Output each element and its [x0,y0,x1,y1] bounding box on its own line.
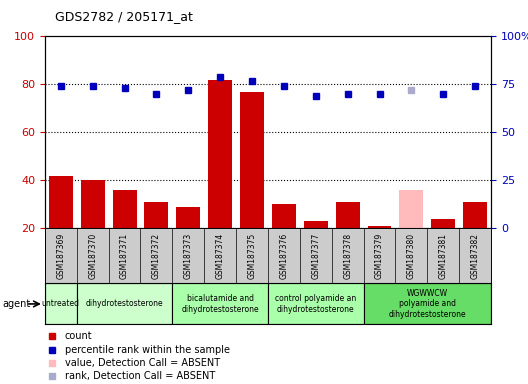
Text: GDS2782 / 205171_at: GDS2782 / 205171_at [55,10,193,23]
Text: control polyamide an
dihydrotestosterone: control polyamide an dihydrotestosterone [275,294,356,314]
Text: GSM187382: GSM187382 [470,233,479,279]
Text: WGWWCW
polyamide and
dihydrotestosterone: WGWWCW polyamide and dihydrotestosterone [389,289,466,319]
Text: GSM187369: GSM187369 [56,233,65,279]
Text: GSM187374: GSM187374 [215,233,224,279]
Bar [268,283,364,324]
Text: GSM187372: GSM187372 [152,233,161,279]
Text: GSM187371: GSM187371 [120,233,129,279]
Bar [399,190,423,228]
Bar [145,202,168,228]
Text: GSM187370: GSM187370 [88,233,97,279]
Bar [463,202,487,228]
Text: agent: agent [3,299,31,309]
Text: count: count [65,331,92,341]
Text: percentile rank within the sample: percentile rank within the sample [65,344,230,354]
Text: untreated: untreated [42,300,80,308]
Text: value, Detection Call = ABSENT: value, Detection Call = ABSENT [65,358,220,368]
Text: GSM187380: GSM187380 [407,233,416,279]
Text: GSM187375: GSM187375 [248,233,257,279]
Bar [81,180,105,228]
Bar [240,92,264,228]
Text: GSM187379: GSM187379 [375,233,384,279]
Bar [172,283,268,324]
Bar [272,204,296,228]
Bar [336,202,360,228]
Text: GSM187376: GSM187376 [279,233,288,279]
Bar [45,283,77,324]
Bar [431,219,455,228]
Bar [208,80,232,228]
Bar [364,283,491,324]
Bar [77,283,172,324]
Bar [367,226,391,228]
Text: dihydrotestosterone: dihydrotestosterone [86,300,163,308]
Text: bicalutamide and
dihydrotestosterone: bicalutamide and dihydrotestosterone [181,294,259,314]
Text: GSM187373: GSM187373 [184,233,193,279]
Text: rank, Detection Call = ABSENT: rank, Detection Call = ABSENT [65,371,215,381]
Text: GSM187378: GSM187378 [343,233,352,279]
Bar [176,207,200,228]
Text: GSM187377: GSM187377 [312,233,320,279]
Bar [304,221,328,228]
Bar [49,176,73,228]
Text: GSM187381: GSM187381 [439,233,448,279]
Bar [112,190,137,228]
